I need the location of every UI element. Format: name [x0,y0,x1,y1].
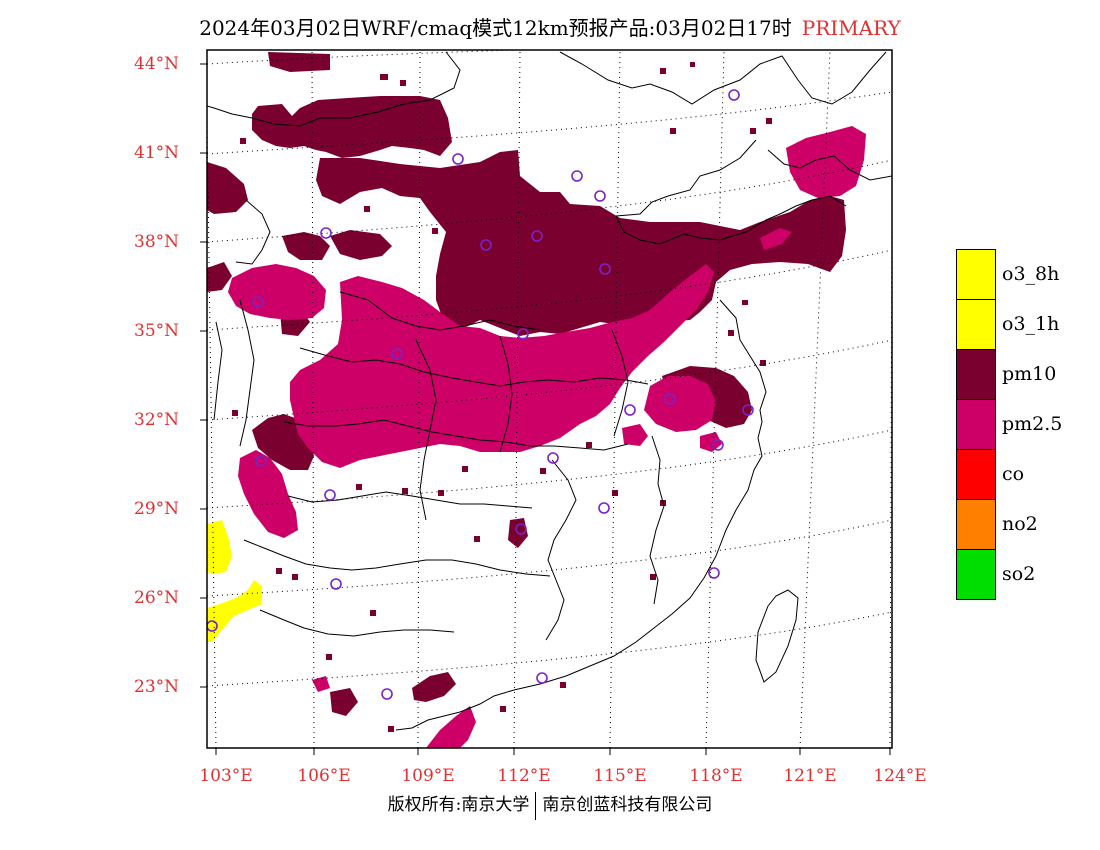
lat-label-26: 26°N [134,588,180,608]
lat-label-38: 38°N [134,232,180,252]
lat-label-23: 23°N [134,677,180,697]
legend-swatch-pm10 [956,349,996,400]
title-text: 2024年03月02日WRF/cmaq模式12km预报产品:03月02日17时 [199,16,792,40]
lat-label-29: 29°N [134,499,180,519]
pm10-layer [207,52,846,716]
legend-swatch-so2 [956,549,996,600]
legend-swatch-o3-1h [956,299,996,350]
map-title: 2024年03月02日WRF/cmaq模式12km预报产品:03月02日17时 P… [0,12,1100,41]
lon-label-124: 124°E [873,766,927,786]
legend-label-pm10: pm10 [1002,363,1057,385]
lat-label-41: 41°N [134,143,180,163]
lon-label-121: 121°E [783,766,837,786]
legend-swatch-no2 [956,499,996,550]
legend-label-no2: no2 [1002,513,1038,535]
station-markers [207,89,754,700]
speckle-cells [232,62,772,732]
legend-label-pm25: pm2.5 [1002,413,1063,435]
pm25-layer [228,126,866,748]
legend-swatch-pm25 [956,399,996,450]
lon-label-109: 109°E [401,766,455,786]
credit-left: 版权所有:南京大学 [387,795,530,815]
primary-tag: PRIMARY [801,16,901,40]
legend-label-o3-1h: o3_1h [1002,313,1060,335]
legend-label-so2: so2 [1002,563,1036,585]
lon-label-115: 115°E [593,766,647,786]
legend-swatch-co [956,449,996,500]
lat-label-44: 44°N [134,54,180,74]
lat-label-35: 35°N [134,321,180,341]
lon-label-106: 106°E [297,766,351,786]
map-frame [206,49,893,749]
boundaries [207,51,892,731]
lat-label-32: 32°N [134,410,180,430]
legend-label-co: co [1002,463,1025,485]
legend-swatch-o3-8h [956,249,996,300]
o3-layer [207,520,262,642]
lon-label-118: 118°E [689,766,743,786]
lon-label-112: 112°E [497,766,551,786]
legend-label-o3-8h: o3_8h [1002,263,1060,285]
credit-separator [535,791,537,820]
lon-label-103: 103°E [199,766,253,786]
tick-marks [200,63,891,755]
credit-right: 南京创蓝科技有限公司 [542,795,713,815]
credit-line: 版权所有:南京大学 南京创蓝科技有限公司 [0,790,1100,820]
graticule [207,50,892,748]
